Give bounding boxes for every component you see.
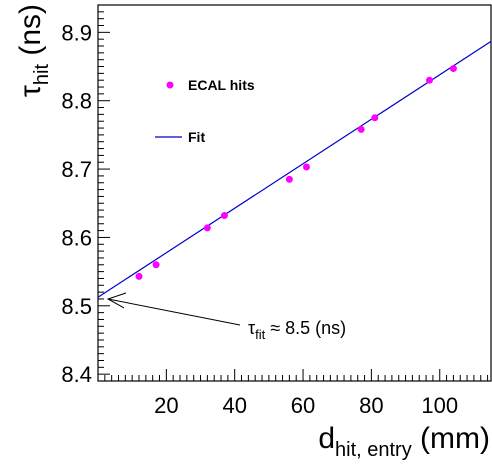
fit-line-layer [97, 40, 492, 298]
ecal-hit-point [203, 224, 211, 232]
y-tick-label: 8.9 [61, 20, 92, 45]
ecal-hit-point [449, 65, 457, 73]
ecal-hit-point [371, 114, 379, 122]
plot-frame [97, 4, 492, 382]
x-tick-label: 20 [154, 393, 178, 418]
ecal-hit-point [302, 163, 310, 171]
y-tick-label: 8.4 [61, 362, 92, 387]
data-points [135, 65, 457, 280]
y-tick-label: 8.8 [61, 89, 92, 114]
fit-line [97, 40, 492, 298]
annotation-text: τfit ≈ 8.5 (ns) [248, 318, 346, 342]
axis-ticks [98, 4, 489, 382]
x-tick-label: 40 [222, 393, 246, 418]
y-tick-label: 8.5 [61, 294, 92, 319]
legend-label-ecal-hits: ECAL hits [188, 77, 255, 93]
x-axis-title: dhit, entry (mm) [318, 422, 490, 461]
ecal-hit-point [152, 261, 160, 269]
y-tick-label: 8.7 [61, 157, 92, 182]
fit-annotation: τfit ≈ 8.5 (ns) [106, 292, 346, 342]
ecal-hit-point [135, 272, 143, 280]
x-tick-label: 60 [291, 393, 315, 418]
x-tick-label: 80 [359, 393, 383, 418]
legend-marker-ecal-hits [166, 81, 174, 89]
y-axis-title: τhit (ns) [14, 4, 53, 97]
ecal-hit-point [357, 125, 365, 133]
ecal-hit-point [285, 175, 293, 183]
y-tick-label: 8.6 [61, 225, 92, 250]
x-tick-label: 100 [421, 393, 458, 418]
annotation-arrow-line [107, 298, 241, 326]
legend-label-fit: Fit [188, 129, 205, 145]
annotation-arrow-head [106, 292, 127, 309]
legend: ECAL hits Fit [155, 77, 255, 145]
ecal-hit-point [220, 212, 228, 220]
tick-labels: 8.4 8.5 8.6 8.7 8.8 8.9 20 40 60 80 100 [61, 20, 458, 418]
ecal-hit-point [425, 76, 433, 84]
